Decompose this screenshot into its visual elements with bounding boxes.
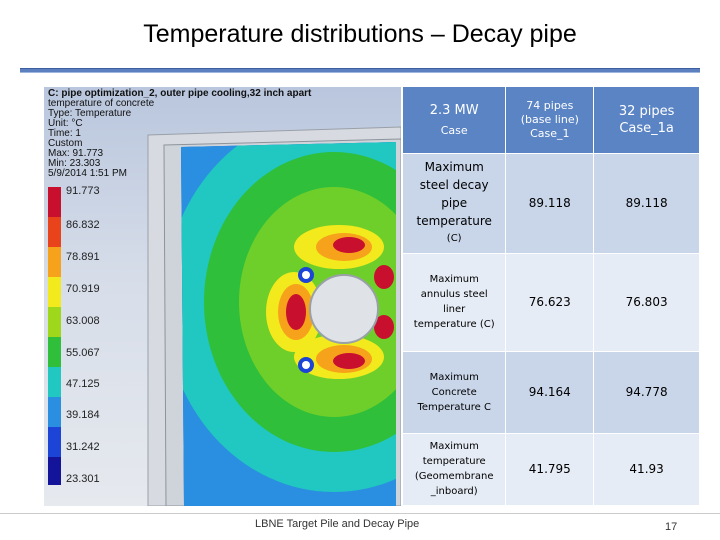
case-label: Case bbox=[440, 123, 468, 137]
row-label: Maximum Concrete Temperature C bbox=[403, 351, 507, 434]
sim-header-line: Time: 1 bbox=[48, 128, 81, 139]
legend-label: 70.919 bbox=[66, 283, 100, 295]
legend-label: 78.891 bbox=[66, 251, 100, 263]
legend-label: 31.242 bbox=[66, 441, 100, 453]
sim-header-line: Type: Temperature bbox=[48, 108, 132, 119]
value-cell: 41.93 bbox=[593, 433, 700, 506]
title-divider bbox=[20, 68, 700, 73]
sim-header-line: C: pipe optimization_2, outer pipe cooli… bbox=[48, 88, 312, 99]
color-legend bbox=[48, 187, 61, 485]
row-label-line: (Geomembrane bbox=[414, 471, 494, 482]
header-case1a-cell: 32 pipes Case_1a bbox=[593, 87, 700, 154]
header-case1-cell: 74 pipes (base line) Case_1 bbox=[505, 87, 595, 154]
row-label-line: temperature bbox=[416, 214, 492, 228]
sim-header-line: Unit: °C bbox=[48, 118, 83, 129]
header-text: 32 pipes bbox=[618, 103, 675, 119]
table-row: Maximum annulus steel liner temperature … bbox=[403, 253, 700, 352]
legend-label: 86.832 bbox=[66, 219, 100, 231]
row-label-line: annulus steel bbox=[420, 289, 488, 300]
legend-label: 91.773 bbox=[66, 185, 100, 197]
row-label-line: Maximum bbox=[424, 160, 484, 174]
table-row: Maximum Concrete Temperature C 94.164 94… bbox=[403, 351, 700, 434]
slide-title: Temperature distributions – Decay pipe bbox=[143, 20, 577, 48]
legend-label: 23.301 bbox=[66, 473, 100, 485]
row-label-line: Temperature C bbox=[417, 401, 491, 413]
footer-divider bbox=[0, 513, 720, 514]
sim-header-line: temperature of concrete bbox=[48, 98, 155, 109]
sim-header-line: Max: 91.773 bbox=[48, 148, 104, 159]
value-cell: 76.803 bbox=[593, 253, 700, 352]
header-text: Case_1a bbox=[619, 120, 674, 136]
legend-label: 47.125 bbox=[66, 378, 100, 390]
contour-graphic bbox=[48, 126, 401, 506]
value-cell: 94.164 bbox=[505, 351, 595, 434]
value-cell: 41.795 bbox=[505, 433, 595, 506]
row-label: Maximum annulus steel liner temperature … bbox=[403, 253, 507, 352]
row-label-line: temperature bbox=[422, 456, 486, 467]
results-table: 2.3 MW Case 74 pipes (base line) Case_1 … bbox=[403, 87, 700, 506]
value-cell: 89.118 bbox=[593, 153, 700, 254]
sim-header-line: 5/9/2014 1:51 PM bbox=[48, 168, 127, 179]
row-label-line: Concrete bbox=[431, 386, 477, 398]
row-label: Maximum temperature (Geomembrane _inboar… bbox=[403, 433, 507, 506]
legend-label: 39.184 bbox=[66, 409, 100, 421]
table-header-row: 2.3 MW Case 74 pipes (base line) Case_1 … bbox=[403, 87, 700, 154]
legend-label: 55.067 bbox=[66, 347, 100, 359]
sim-header-line: Min: 23.303 bbox=[48, 158, 101, 169]
legend-label: 63.008 bbox=[66, 315, 100, 327]
simulation-header: C: pipe optimization_2, outer pipe cooli… bbox=[48, 89, 311, 179]
value-cell: 76.623 bbox=[505, 253, 595, 352]
row-label-line: Maximum bbox=[429, 441, 479, 452]
row-label-line: pipe bbox=[441, 196, 468, 210]
row-label-line: liner bbox=[443, 304, 466, 315]
table-row: Maximum steel decay pipe temperature (C)… bbox=[403, 153, 700, 254]
power-label: 2.3 MW bbox=[429, 102, 479, 118]
value-cell: 94.778 bbox=[593, 351, 700, 434]
row-label-line: _inboard) bbox=[430, 486, 478, 497]
temperature-contour-plot: C: pipe optimization_2, outer pipe cooli… bbox=[44, 87, 401, 506]
header-text: 74 pipes bbox=[526, 98, 574, 112]
table-row: Maximum temperature (Geomembrane _inboar… bbox=[403, 433, 700, 506]
header-text: Case_1 bbox=[530, 126, 570, 140]
row-label-line: Maximum bbox=[429, 274, 479, 285]
row-label: Maximum steel decay pipe temperature (C) bbox=[403, 153, 507, 254]
value-cell: 89.118 bbox=[505, 153, 595, 254]
sim-header-line: Custom bbox=[48, 138, 83, 149]
row-label-line: temperature (C) bbox=[413, 319, 495, 330]
page-number: 17 bbox=[665, 521, 678, 533]
row-label-line: Maximum bbox=[429, 371, 479, 383]
row-unit: (C) bbox=[446, 233, 462, 244]
header-text: (base line) bbox=[520, 112, 579, 126]
footer-text: LBNE Target Pile and Decay Pipe bbox=[255, 518, 420, 530]
header-case-cell: 2.3 MW Case bbox=[403, 87, 507, 154]
row-label-line: steel decay bbox=[419, 178, 489, 192]
